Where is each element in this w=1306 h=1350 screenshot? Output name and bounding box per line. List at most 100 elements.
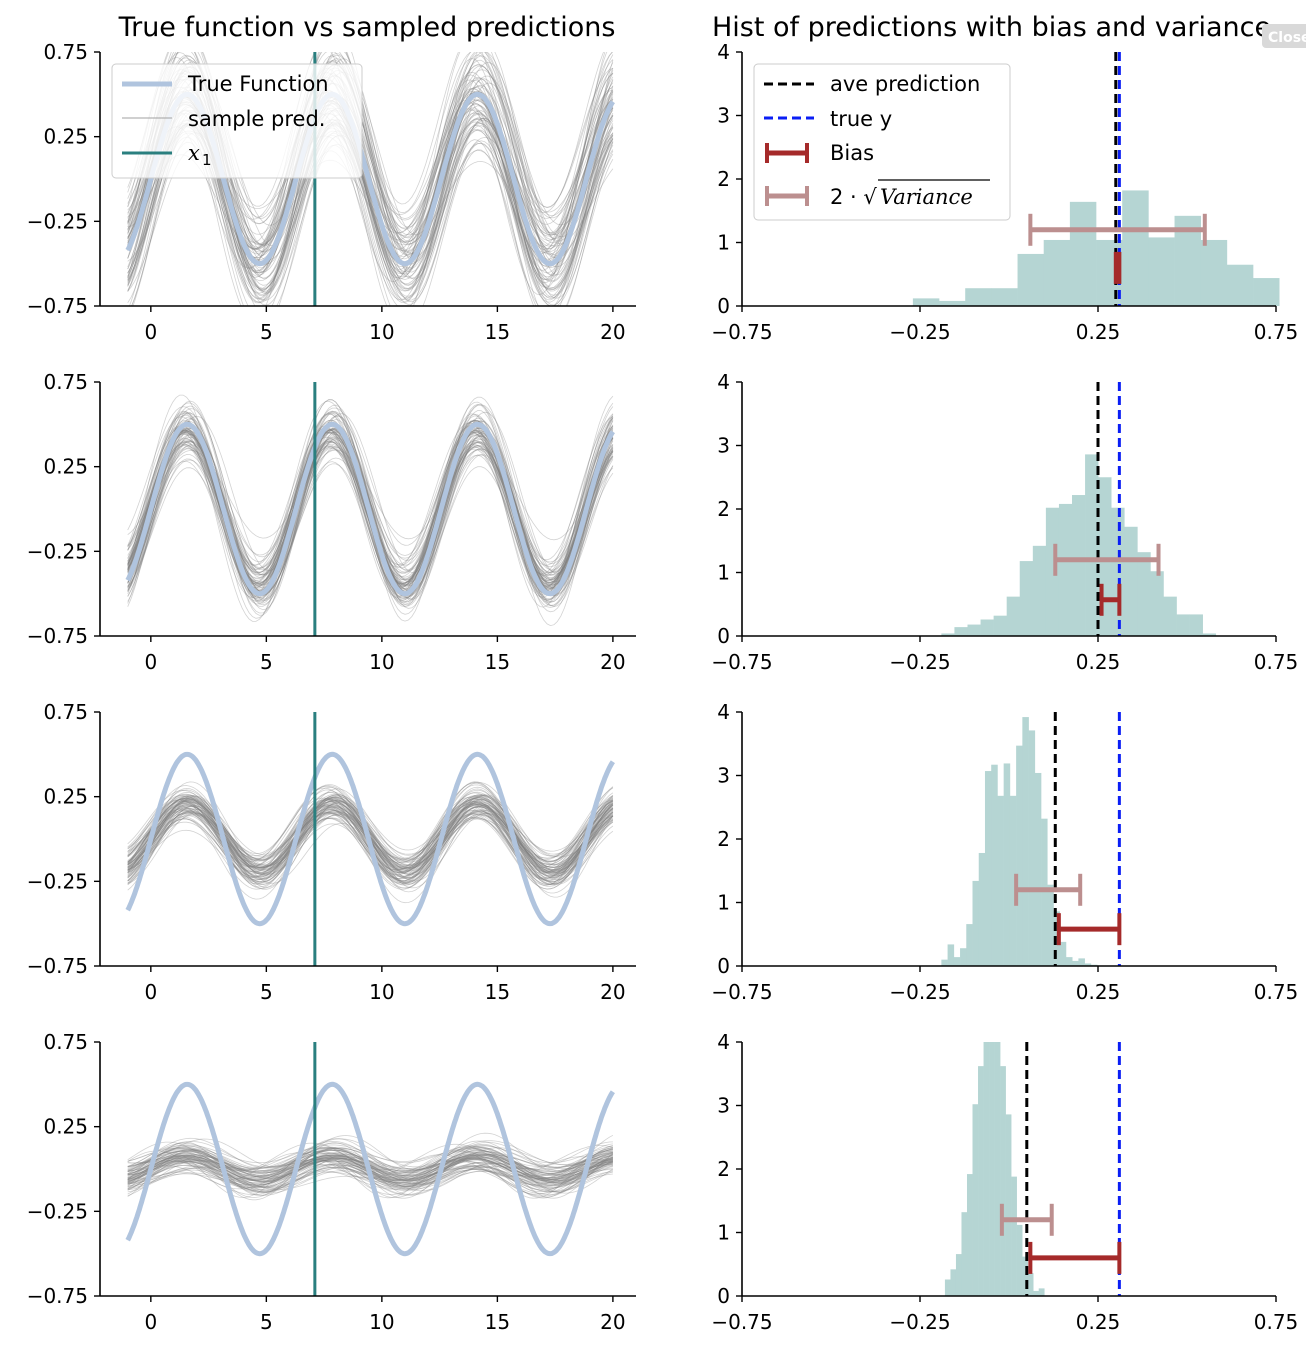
left-xtick-label: 10: [369, 1310, 394, 1334]
left-ytick-label: 0.25: [43, 125, 88, 149]
hist-bar: [939, 300, 966, 306]
true-function-line: [125, 421, 615, 597]
right-ytick-label: 2: [717, 827, 730, 851]
sample-pred-line: [127, 801, 614, 871]
right-ytick-label: 1: [717, 561, 730, 585]
left-ytick-label: 0.25: [43, 455, 88, 479]
sample-pred-line: [127, 793, 614, 856]
hist-bar: [1072, 960, 1079, 966]
right-xtick-label: −0.25: [889, 320, 950, 344]
legend-variance-swatch: [765, 186, 809, 206]
left-ytick-label: −0.75: [27, 294, 88, 318]
left-xtick-label: 10: [369, 320, 394, 344]
right-ytick-label: 0: [717, 954, 730, 978]
close-button[interactable]: Close: [1262, 24, 1306, 48]
legend-x1: x: [188, 141, 200, 165]
left-xtick-label: 20: [600, 1310, 625, 1334]
hist-bar: [1200, 239, 1228, 306]
bias-errorbar: [1099, 583, 1122, 616]
right-ytick-label: 4: [717, 700, 730, 724]
sample-pred-line: [127, 809, 614, 870]
hist-bar: [1041, 818, 1048, 966]
sample-pred-line: [127, 1150, 613, 1174]
right-xtick-label: −0.75: [711, 1310, 772, 1334]
sample-pred-line: [127, 1155, 613, 1201]
hist-bar: [978, 852, 986, 966]
right-panel-3: −0.75 −0.25 0.25 0.75 0 1 2 3 4: [711, 700, 1298, 1004]
hist-bar: [1176, 614, 1190, 636]
sample-pred-line: [127, 795, 614, 862]
sample-pred-line: [127, 1140, 614, 1177]
right-ytick-label: 0: [717, 624, 730, 648]
right-xtick-label: 0.75: [1254, 980, 1299, 1004]
sample-pred-line: [127, 796, 614, 872]
legend-ave-prediction: ave prediction: [830, 72, 980, 96]
hist-bar: [983, 1042, 990, 1296]
sample-pred-line: [127, 816, 614, 882]
left-ytick-label: 0.75: [43, 1030, 88, 1054]
left-xtick-label: 15: [485, 320, 510, 344]
sample-pred-line: [127, 1157, 613, 1177]
left-legend-frame: [111, 63, 363, 179]
left-xtick-label: 5: [260, 320, 273, 344]
hist-bar: [1033, 1290, 1040, 1296]
hist-bar: [953, 957, 961, 966]
left-ytick-label: 0.75: [43, 700, 88, 724]
right-ytick-label: 1: [717, 1221, 730, 1245]
sample-pred-line: [127, 431, 614, 590]
right-xtick-label: 0.25: [1076, 980, 1121, 1004]
histogram: [941, 454, 1217, 636]
hist-bar: [989, 1042, 995, 1296]
sample-pred-line: [127, 1142, 613, 1173]
right-legend: ave prediction true y Bias 2 · √ Varianc…: [753, 63, 1011, 221]
histogram: [944, 1042, 1045, 1296]
sample-pred-line: [127, 154, 614, 249]
sample-pred-line: [127, 454, 614, 608]
left-xtick-label: 10: [369, 980, 394, 1004]
sample-pred-line: [127, 420, 614, 565]
hist-bar: [1253, 278, 1280, 306]
sample-pred-line: [127, 425, 614, 598]
sample-pred-line: [127, 87, 613, 296]
left-ytick-label: −0.25: [27, 209, 88, 233]
sample-pred-line: [127, 800, 614, 857]
right-xtick-label: 0.75: [1254, 1310, 1299, 1334]
hist-bar: [1022, 1256, 1028, 1296]
sample-pred-line: [127, 794, 614, 866]
left-plot-area: [125, 382, 615, 636]
sample-pred-line: [127, 1149, 613, 1177]
sample-pred-line: [127, 1141, 613, 1171]
hist-bar: [960, 948, 967, 966]
right-xtick-label: −0.75: [711, 650, 772, 674]
hist-bar: [1045, 507, 1060, 636]
right-ytick-label: 3: [717, 434, 730, 458]
sample-pred-line: [127, 1147, 613, 1179]
sample-pred-line: [127, 441, 614, 607]
left-legend: True Function sample pred. x 1: [111, 63, 363, 179]
sample-pred-line: [127, 1146, 613, 1174]
right-xtick-label: −0.75: [711, 320, 772, 344]
hist-bar: [1058, 503, 1073, 636]
sample-pred-line: [127, 1152, 614, 1199]
sample-pred-line: [127, 1151, 613, 1194]
legend-true-function: True Function: [187, 72, 329, 96]
sample-pred-line: [127, 785, 614, 868]
hist-bar: [967, 624, 981, 636]
left-xtick-label: 0: [144, 1310, 157, 1334]
hist-bar: [1163, 596, 1177, 636]
left-xtick-label: 5: [260, 650, 273, 674]
left-panel-3: 0 5 10 15 20 0.75 0.25 −0.25 −0.75: [27, 700, 636, 1004]
right-xtick-label: −0.75: [711, 980, 772, 1004]
sample-pred-line: [127, 797, 614, 876]
legend-true-y: true y: [830, 107, 892, 131]
hist-bar: [1085, 454, 1099, 636]
right-ytick-label: 3: [717, 764, 730, 788]
hist-bar: [1150, 571, 1164, 636]
sample-pred-line: [127, 1138, 613, 1182]
sample-pred-line: [127, 402, 614, 583]
left-ytick-label: 0.25: [43, 1115, 88, 1139]
true-function-line: [125, 1081, 615, 1257]
subplots: 0 5 10 15 200.750.25−0.25−0.750 5 10 15 200.750.…: [27, 40, 1299, 1334]
right-panel-1: −0.75 −0.25 0.25 0.75 0 1 2 3 4: [711, 40, 1298, 344]
hist-bar: [947, 944, 955, 966]
